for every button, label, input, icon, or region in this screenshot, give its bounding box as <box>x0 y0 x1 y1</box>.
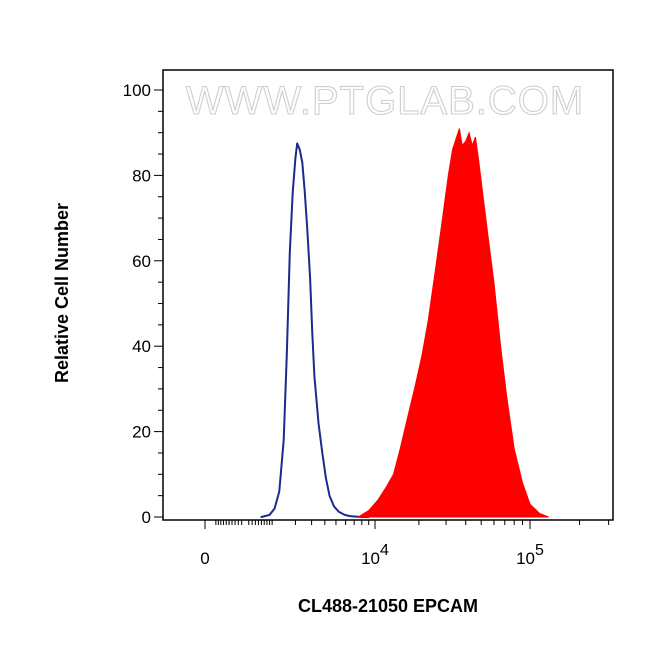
series-1-filled-histogram <box>356 128 549 518</box>
y-tick-label: 0 <box>142 508 151 527</box>
y-tick-label: 20 <box>132 423 151 442</box>
y-axis-title: Relative Cell Number <box>52 203 72 383</box>
y-tick-label: 60 <box>132 252 151 271</box>
y-tick-label: 100 <box>123 81 151 100</box>
plot-frame <box>162 69 614 521</box>
x-tick-label: 104 <box>361 542 389 568</box>
x-tick-label: 105 <box>516 542 544 568</box>
y-tick-label: 80 <box>132 166 151 185</box>
x-tick-label: 0 <box>200 549 209 568</box>
x-axis-title: CL488-21050 EPCAM <box>298 596 478 616</box>
watermark-text: WWW.PTGLAB.COM <box>186 79 584 123</box>
series-layer <box>260 128 549 518</box>
ticks-layer: 0 20 40 60 80 100 0 104 105 <box>123 81 610 568</box>
series-0-outline-histogram <box>260 142 370 518</box>
y-tick-label: 40 <box>132 337 151 356</box>
